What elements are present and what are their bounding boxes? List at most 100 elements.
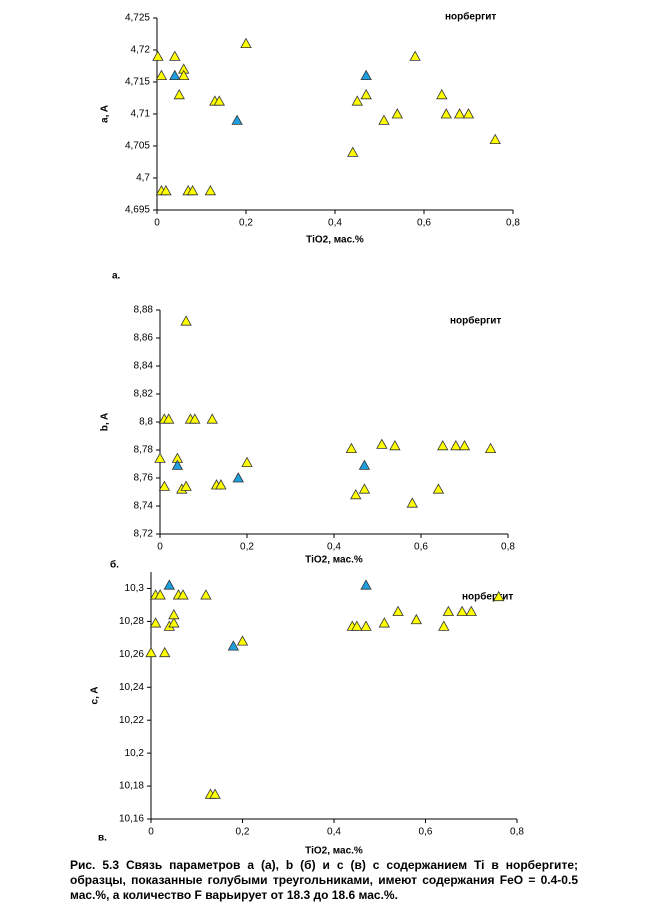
panel-label: а. — [112, 271, 121, 282]
y-tick-label: 10,22 — [119, 715, 144, 726]
data-point — [186, 184, 199, 196]
y-tick-label: 8,78 — [134, 445, 154, 456]
data-point — [149, 617, 162, 628]
y-tick-label: 10,3 — [125, 583, 145, 594]
data-point — [489, 133, 501, 145]
data-point — [200, 589, 212, 600]
data-point — [171, 459, 184, 470]
data-point — [391, 108, 403, 119]
data-point — [438, 620, 450, 631]
data-point — [169, 50, 181, 61]
data-point — [389, 439, 401, 451]
data-point — [152, 50, 164, 61]
y-tick-label: 8,76 — [134, 473, 154, 484]
data-point — [206, 413, 218, 424]
data-point — [145, 646, 157, 658]
data-point — [360, 88, 372, 100]
x-tick-label: 0,2 — [236, 827, 250, 838]
data-point — [213, 95, 225, 106]
data-point — [453, 108, 466, 119]
data-point — [432, 483, 445, 494]
data-point — [458, 439, 471, 451]
annotation: норбергит — [450, 315, 501, 327]
caption: Рис. 5.3 Связь параметров a (а), b (б) и… — [70, 858, 578, 902]
data-point — [159, 646, 171, 658]
panel-label: в. — [98, 833, 107, 844]
data-point — [158, 480, 171, 491]
y-tick-label: 4,72 — [131, 45, 151, 56]
data-point — [406, 497, 418, 508]
data-point — [232, 472, 244, 483]
data-point — [360, 620, 372, 631]
x-tick-label: 0,6 — [414, 542, 428, 553]
data-point — [436, 88, 448, 100]
data-point — [378, 617, 391, 628]
data-point — [351, 620, 363, 631]
data-point — [204, 184, 217, 196]
y-tick-label: 10,26 — [119, 649, 144, 660]
panel-label: б. — [110, 559, 119, 571]
data-point — [350, 488, 362, 500]
x-tick-label: 0 — [154, 218, 160, 229]
y-tick-label: 4,705 — [125, 141, 150, 152]
data-point — [456, 605, 468, 616]
x-tick-label: 0,8 — [501, 542, 515, 553]
y-tick-label: 8,82 — [134, 389, 154, 400]
data-point — [236, 635, 249, 646]
data-point — [160, 184, 172, 196]
data-point — [178, 69, 190, 80]
x-axis-label: TiO2, мас.% — [306, 235, 364, 246]
data-point — [484, 442, 497, 454]
data-point — [360, 69, 372, 80]
data-point — [168, 617, 180, 628]
y-tick-label: 4,725 — [125, 13, 150, 24]
data-point — [180, 315, 192, 326]
data-point — [345, 442, 358, 454]
y-tick-label: 8,88 — [134, 305, 154, 316]
y-tick-label: 8,84 — [134, 361, 154, 372]
x-tick-label: 0,2 — [239, 218, 253, 229]
data-point — [360, 579, 372, 590]
data-point — [437, 439, 449, 451]
data-point — [155, 69, 168, 80]
y-tick-label: 4,715 — [125, 77, 150, 88]
y-tick-label: 8,86 — [134, 333, 154, 344]
data-point — [163, 579, 175, 590]
annotation: норбергит — [462, 591, 513, 603]
data-point — [450, 439, 462, 451]
y-axis-label: b, A — [100, 413, 111, 432]
data-point — [241, 456, 253, 468]
data-point — [462, 108, 475, 119]
data-point — [168, 608, 180, 620]
data-point — [240, 37, 252, 48]
x-tick-label: 0,2 — [240, 542, 254, 553]
x-tick-label: 0,8 — [510, 827, 524, 838]
x-tick-label: 0,4 — [327, 827, 341, 838]
y-axis-label: a, A — [100, 105, 111, 123]
data-point — [409, 50, 421, 61]
data-point — [154, 589, 166, 600]
data-point — [215, 479, 227, 490]
data-point — [392, 605, 404, 616]
data-point — [154, 452, 166, 463]
x-axis-label: TiO2, мас.% — [305, 846, 363, 855]
data-point — [351, 95, 363, 106]
data-point — [169, 69, 181, 80]
annotation: норбергит — [445, 11, 496, 23]
data-point — [180, 480, 192, 491]
data-point — [347, 146, 359, 157]
x-tick-label: 0 — [157, 542, 163, 553]
data-point — [378, 114, 390, 125]
data-point — [358, 459, 371, 470]
data-point — [227, 640, 240, 651]
data-point — [189, 413, 201, 424]
data-point — [231, 114, 243, 125]
x-tick-label: 0,4 — [327, 542, 341, 553]
y-tick-label: 8,74 — [134, 501, 154, 512]
y-tick-label: 10,18 — [119, 781, 144, 792]
x-tick-label: 0,8 — [506, 218, 520, 229]
y-tick-label: 8,8 — [139, 417, 153, 428]
y-tick-label: 4,71 — [131, 109, 151, 120]
data-point — [376, 438, 388, 449]
y-tick-label: 10,2 — [125, 748, 145, 759]
